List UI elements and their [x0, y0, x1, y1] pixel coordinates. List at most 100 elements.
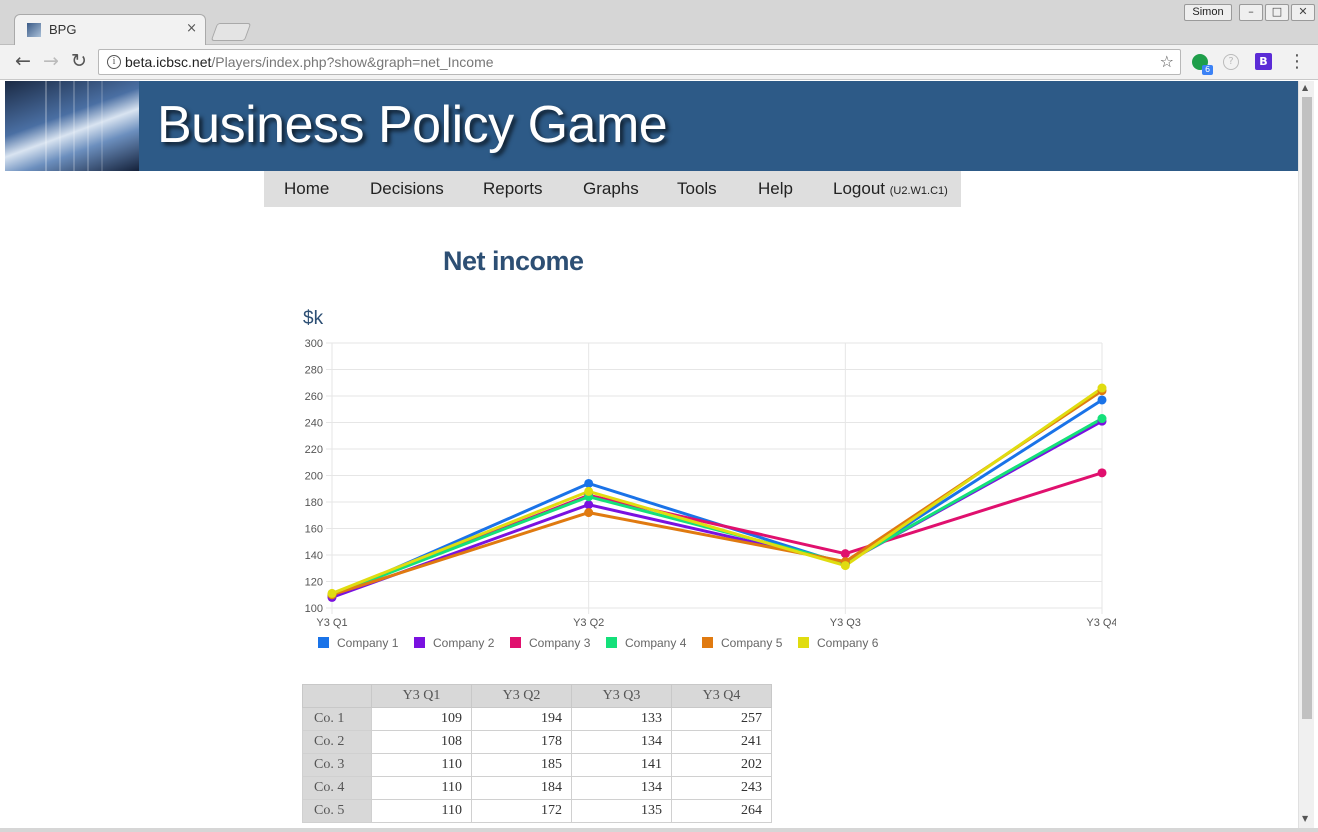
extension-badge: 6 — [1202, 65, 1213, 75]
y-tick-label: 100 — [305, 603, 323, 615]
back-arrow-icon[interactable]: ← — [15, 50, 31, 72]
net-income-table: Y3 Q1 Y3 Q2 Y3 Q3 Y3 Q4 Co. 1 109 194 13… — [302, 684, 772, 823]
y-tick-label: 260 — [305, 391, 323, 403]
legend-label: Company 3 — [529, 636, 591, 650]
table-cell: 184 — [471, 776, 572, 800]
row-label: Co. 5 — [302, 799, 372, 823]
maximize-button[interactable]: □ — [1265, 4, 1289, 21]
series-line — [331, 389, 1103, 597]
data-point — [1097, 468, 1107, 478]
legend-swatch — [798, 637, 809, 648]
table-cell: 108 — [371, 730, 472, 754]
data-point — [1097, 383, 1107, 393]
legend-label: Company 5 — [721, 636, 783, 650]
building-image — [5, 81, 139, 171]
data-point — [840, 549, 850, 559]
extension-b-icon[interactable]: B — [1255, 53, 1272, 70]
data-point — [327, 588, 337, 598]
table-row: Co. 5 110 172 135 264 — [302, 799, 772, 823]
y-tick-label: 240 — [305, 418, 323, 430]
table-cell: 194 — [471, 707, 572, 731]
table-cell: 257 — [671, 707, 772, 731]
site-banner: Business Policy Game — [5, 81, 1298, 171]
data-point — [584, 500, 594, 510]
menu-item-decisions[interactable]: Decisions — [370, 179, 444, 198]
help-extension-icon[interactable]: ? — [1223, 54, 1239, 70]
minimize-button[interactable]: – — [1239, 4, 1263, 21]
net-income-line-chart: 100 120 140 160 180 200 220 240 260 280 300 Y3 Q1 Y3… — [305, 338, 1116, 650]
profile-button[interactable]: Simon — [1184, 4, 1232, 21]
row-label: Co. 1 — [302, 707, 372, 731]
y-tick-label: 180 — [305, 497, 323, 509]
site-favicon-icon — [27, 23, 41, 37]
table-cell: 202 — [671, 753, 772, 777]
legend-label: Company 4 — [625, 636, 687, 650]
table-header-corner — [302, 684, 372, 708]
y-tick-label: 160 — [305, 524, 323, 536]
menu-item-logout[interactable]: Logout (U2.W1.C1) — [833, 179, 948, 198]
table-cell: 110 — [371, 776, 472, 800]
table-cell: 133 — [571, 707, 672, 731]
new-tab-button[interactable] — [210, 23, 252, 41]
table-header-row: Y3 Q1 Y3 Q2 Y3 Q3 Y3 Q4 — [302, 684, 772, 708]
main-menu: Home Decisions Reports Graphs Tools Help… — [264, 171, 961, 207]
close-tab-icon[interactable]: × — [186, 21, 197, 36]
browser-toolbar: ← → ↻ i beta.icbsc.net/Players/index.php… — [0, 45, 1318, 80]
table-row: Co. 4 110 184 134 243 — [302, 776, 772, 800]
close-window-button[interactable]: ✕ — [1291, 4, 1315, 21]
y-tick-label: 140 — [305, 550, 323, 562]
y-tick-label: 300 — [305, 338, 323, 350]
bookmark-star-icon[interactable]: ☆ — [1159, 52, 1174, 71]
scroll-thumb[interactable] — [1302, 97, 1312, 719]
table-cell: 110 — [371, 753, 472, 777]
y-tick-label: 220 — [305, 444, 323, 456]
row-label: Co. 3 — [302, 753, 372, 777]
info-icon[interactable]: i — [107, 55, 121, 69]
x-tick-label: Y3 Q2 — [573, 617, 604, 629]
data-point — [584, 478, 594, 488]
site-title: Business Policy Game — [157, 96, 668, 154]
series-line — [331, 386, 1103, 595]
vertical-scrollbar[interactable]: ▲ ▼ — [1298, 81, 1314, 828]
series-line — [331, 417, 1103, 597]
data-point — [584, 486, 594, 496]
address-bar[interactable]: i beta.icbsc.net/Players/index.php?show&… — [98, 49, 1181, 75]
legend-label: Company 6 — [817, 636, 879, 650]
table-header-cell: Y3 Q1 — [371, 684, 472, 708]
table-header-cell: Y3 Q4 — [671, 684, 772, 708]
legend-swatch — [414, 637, 425, 648]
legend-swatch — [606, 637, 617, 648]
table-cell: 134 — [571, 730, 672, 754]
x-tick-label: Y3 Q1 — [316, 617, 347, 629]
menu-item-tools[interactable]: Tools — [677, 179, 717, 198]
scroll-up-arrow-icon[interactable]: ▲ — [1302, 83, 1309, 92]
table-cell: 135 — [571, 799, 672, 823]
data-point — [1097, 395, 1107, 405]
y-tick-label: 280 — [305, 365, 323, 377]
reload-icon[interactable]: ↻ — [71, 50, 87, 72]
x-tick-label: Y3 Q4 — [1086, 617, 1116, 629]
menu-item-reports[interactable]: Reports — [483, 179, 543, 198]
chart-unit-label: $k — [303, 308, 324, 329]
table-cell: 141 — [571, 753, 672, 777]
table-cell: 241 — [671, 730, 772, 754]
browser-tab[interactable]: BPG × — [14, 14, 206, 45]
menu-item-graphs[interactable]: Graphs — [583, 179, 639, 198]
browser-tab-strip: BPG × Simon – □ ✕ — [0, 0, 1318, 45]
legend-swatch — [318, 637, 329, 648]
legend-swatch — [702, 637, 713, 648]
menu-item-help[interactable]: Help — [758, 179, 793, 198]
scroll-down-arrow-icon[interactable]: ▼ — [1302, 814, 1309, 823]
row-label: Co. 4 — [302, 776, 372, 800]
forward-arrow-icon[interactable]: → — [43, 50, 59, 72]
data-point — [1097, 414, 1107, 424]
table-row: Co. 3 110 185 141 202 — [302, 753, 772, 777]
table-header-cell: Y3 Q3 — [571, 684, 672, 708]
y-tick-label: 120 — [305, 577, 323, 589]
table-cell: 264 — [671, 799, 772, 823]
browser-menu-icon[interactable]: ⋮ — [1288, 51, 1306, 72]
table-cell: 134 — [571, 776, 672, 800]
menu-item-home[interactable]: Home — [284, 179, 330, 198]
data-point — [584, 508, 594, 518]
table-header-cell: Y3 Q2 — [471, 684, 572, 708]
